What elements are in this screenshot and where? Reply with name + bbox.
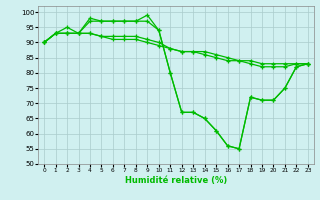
X-axis label: Humidité relative (%): Humidité relative (%) — [125, 176, 227, 185]
